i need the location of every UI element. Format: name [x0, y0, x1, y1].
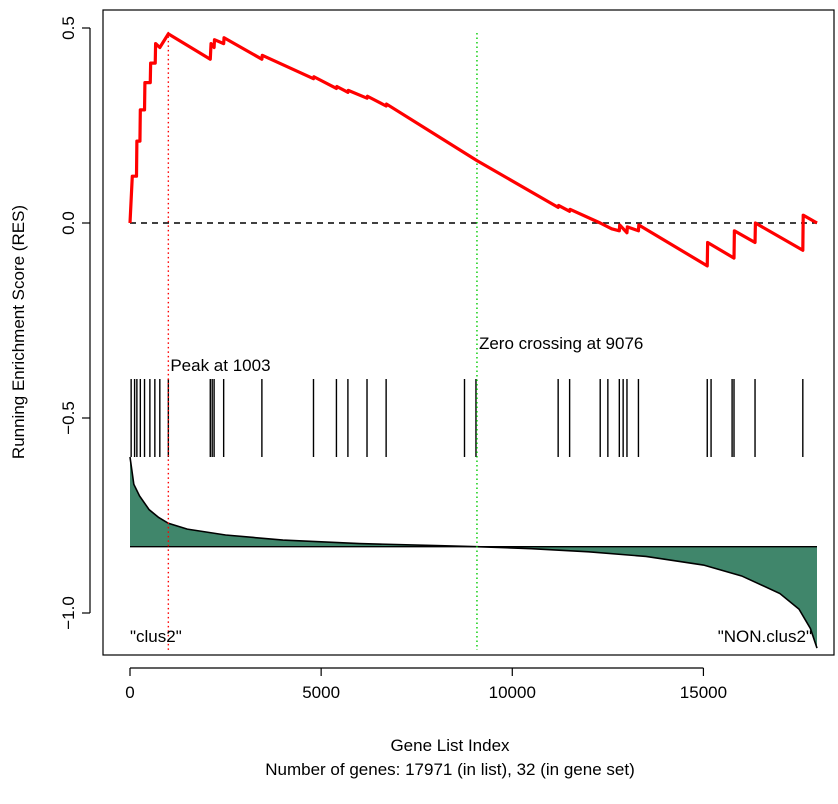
right-class-label: "NON.clus2": [718, 627, 812, 646]
guide-layer: [130, 31, 817, 650]
metric-fill-area: [130, 457, 817, 649]
y-axis-title: Running Enrichment Score (RES): [9, 205, 28, 459]
y-tick-label: −1.0: [59, 596, 78, 630]
x-tick-label: 0: [125, 683, 134, 702]
fill-layer: [129, 456, 818, 649]
line-layer: [128, 32, 818, 268]
x-axis-title: Gene List Index: [390, 736, 510, 755]
x-tick-label: 10000: [489, 683, 536, 702]
x-tick-label: 15000: [680, 683, 727, 702]
axis-layer: 0 5000 10000 15000 −1.0 −0.5 0.0 0.5: [59, 16, 727, 702]
y-tick-label: −0.5: [59, 401, 78, 435]
res-line: [128, 32, 818, 268]
x-axis-subtitle: Number of genes: 17971 (in list), 32 (in…: [265, 760, 634, 779]
left-class-label: "clus2": [130, 627, 182, 646]
x-tick-label: 5000: [302, 683, 340, 702]
y-tick-label: 0.5: [59, 16, 78, 40]
y-tick-label: 0.0: [59, 211, 78, 235]
zero-crossing-annotation: Zero crossing at 9076: [479, 334, 643, 353]
hits-layer: [130, 379, 804, 457]
plot-frame: [102, 9, 835, 656]
metric-curve: [129, 456, 818, 649]
peak-annotation: Peak at 1003: [170, 356, 270, 375]
